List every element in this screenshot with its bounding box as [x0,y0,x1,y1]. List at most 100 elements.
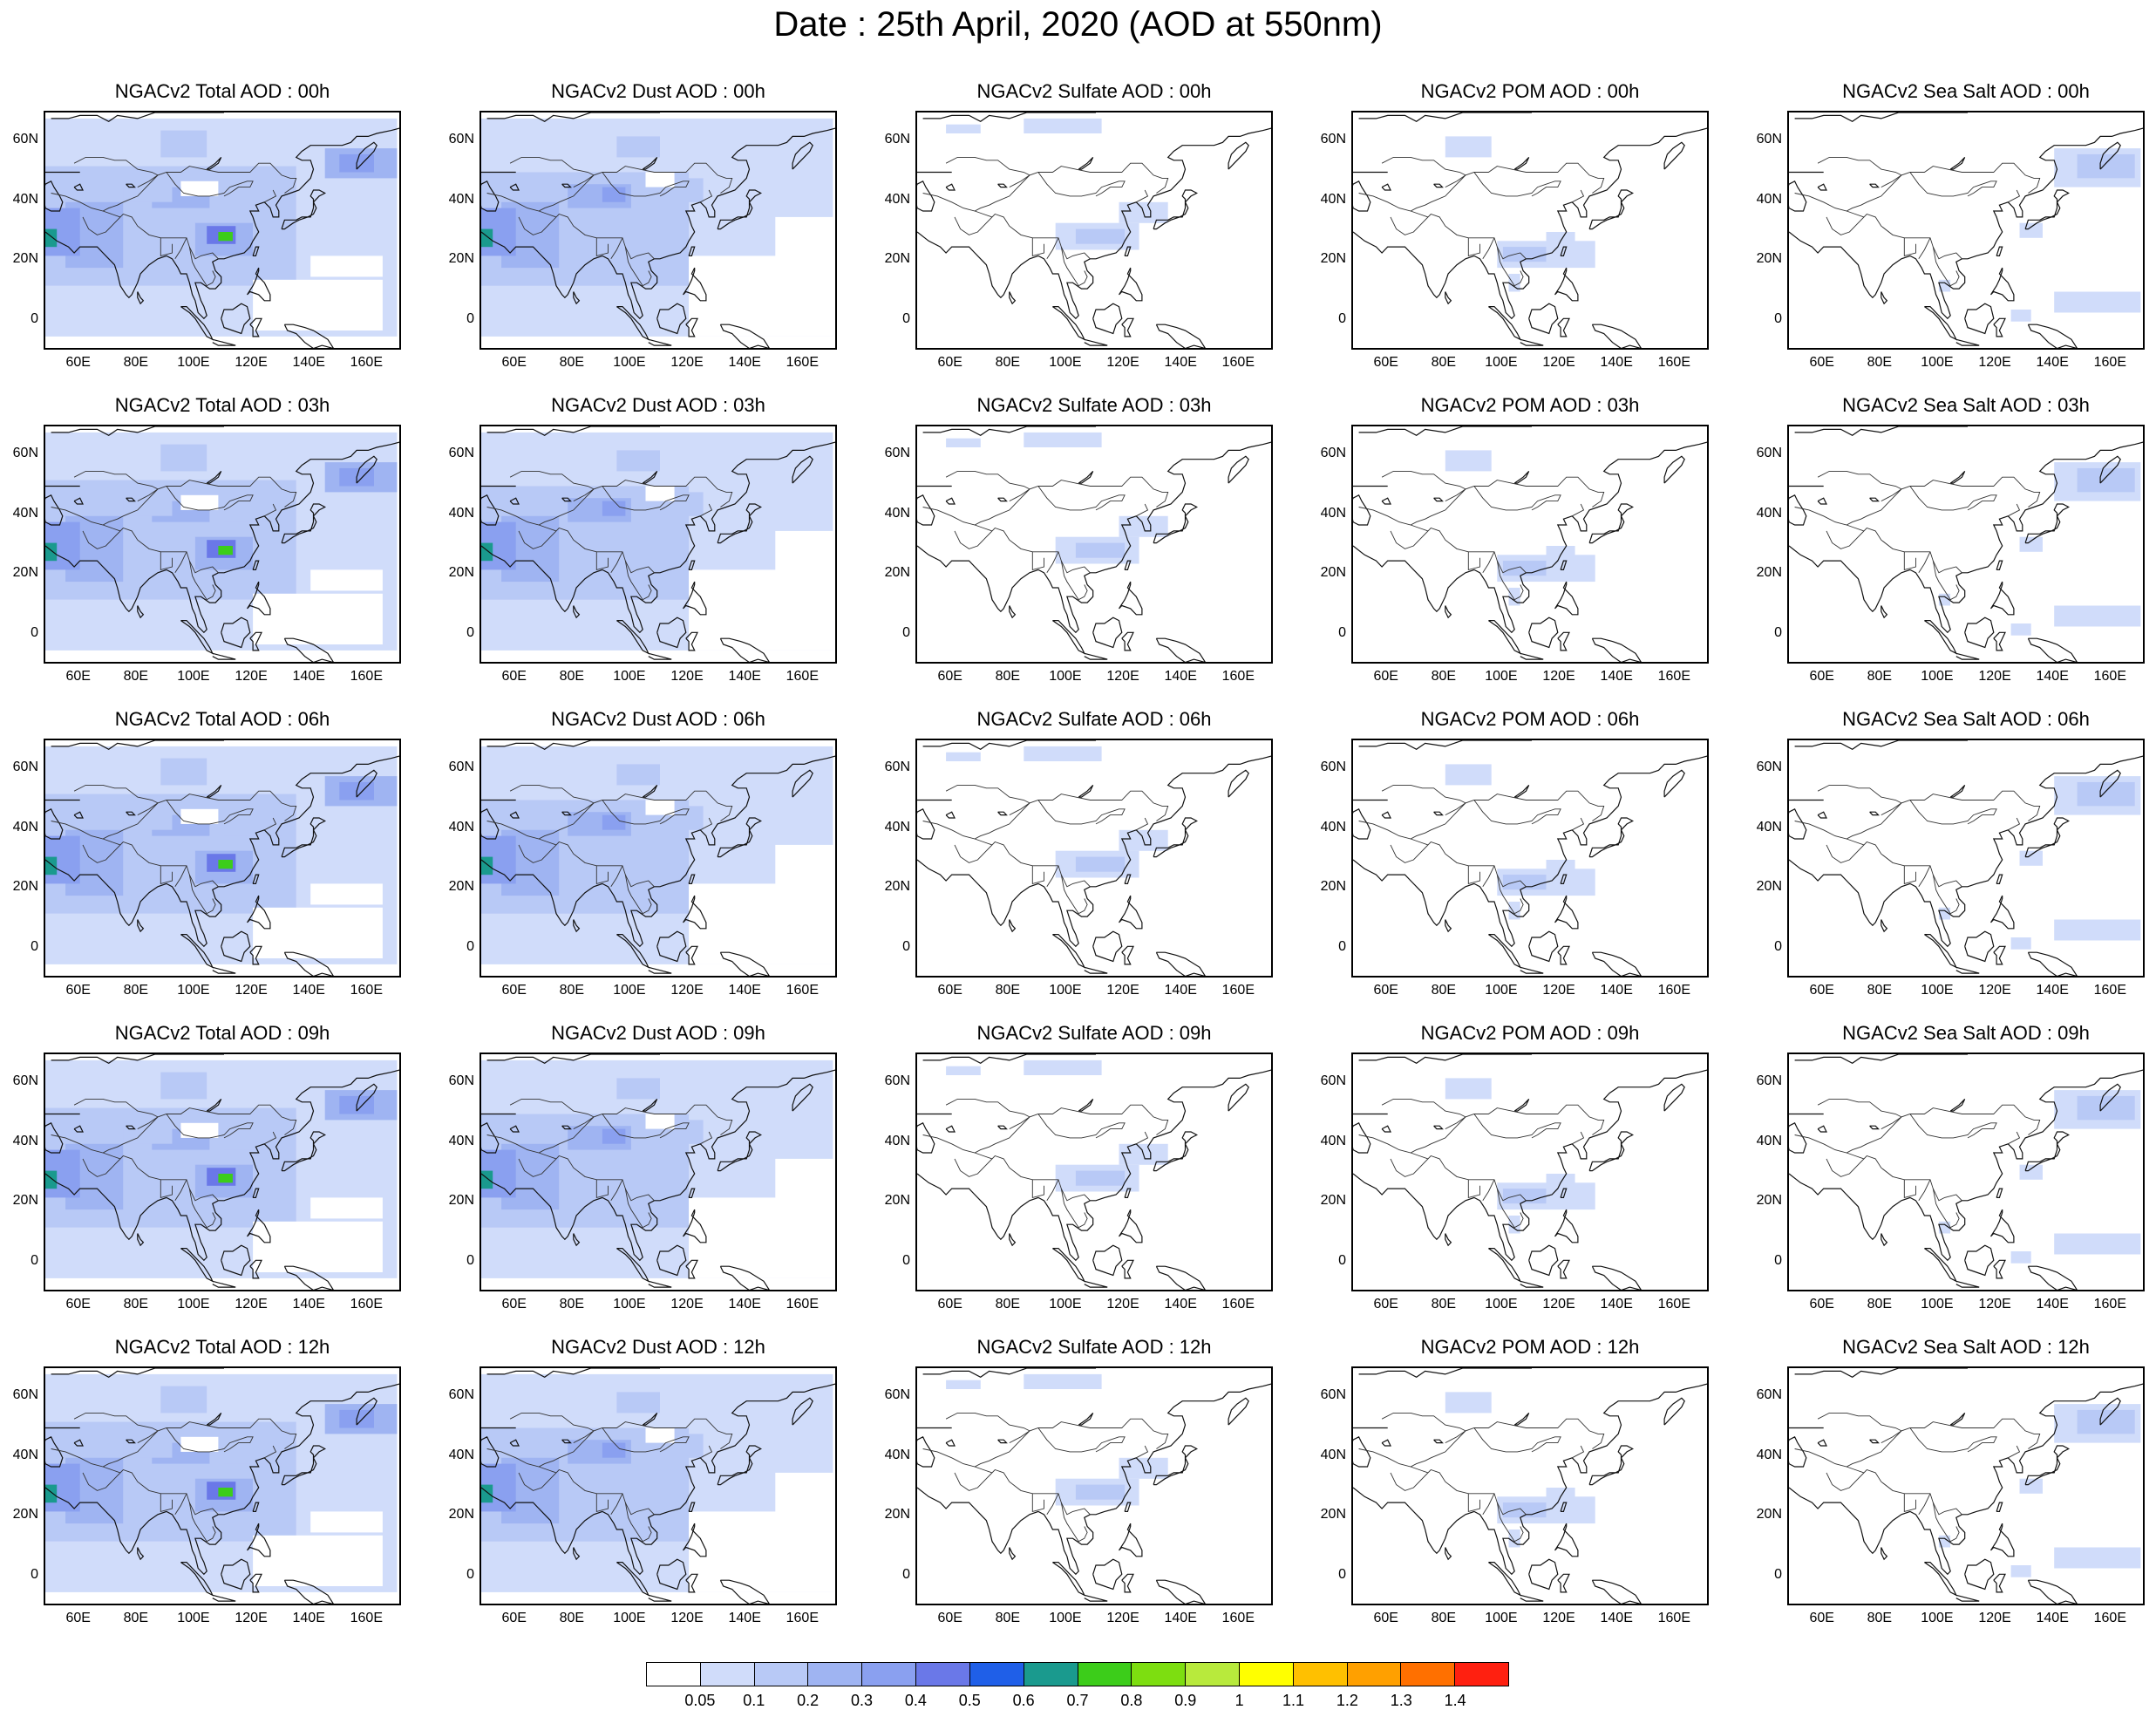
colorbar-label: 0.3 [850,1692,874,1709]
lat-tick-label: 0 [902,1566,910,1582]
panel-title: NGACv2 POM AOD : 03h [1420,394,1640,416]
lat-tick-label: 20N [1756,879,1782,895]
lon-tick-label: 120E [670,355,704,370]
lat-tick-label: 20N [12,565,38,581]
colorbar-swatch [1024,1663,1078,1686]
lon-tick-label: 80E [559,669,585,684]
panel-title: NGACv2 Dust AOD : 00h [551,80,765,102]
lon-tick-label: 80E [995,669,1021,684]
lon-tick-label: 120E [235,355,268,370]
panel-title: NGACv2 Total AOD : 12h [114,1336,330,1358]
lat-tick-label: 0 [1774,1566,1782,1582]
lat-tick-label: 0 [902,310,910,326]
colorbar-label: 0.1 [743,1692,765,1709]
lat-tick-label: 20N [1756,1193,1782,1209]
lon-tick-label: 160E [2093,1297,2126,1311]
colorbar-label: 0.2 [797,1692,820,1709]
panel-title: NGACv2 Dust AOD : 09h [551,1022,765,1044]
lat-tick-label: 40N [1320,505,1346,521]
lon-tick-label: 80E [995,983,1021,998]
lon-tick-label: 140E [1164,1297,1197,1311]
lon-tick-label: 80E [123,355,149,370]
lat-tick-label: 60N [1320,446,1346,461]
lon-tick-label: 140E [292,983,325,998]
colorbar-swatch [862,1663,917,1686]
lon-tick-label: 160E [350,355,383,370]
lat-tick-label: 60N [1320,1073,1346,1089]
lon-tick-label: 140E [1600,355,1633,370]
map-panel-dust [479,111,837,350]
lat-tick-label: 40N [884,819,910,835]
lat-tick-label: 40N [448,819,474,835]
lon-tick-label: 160E [1657,669,1690,684]
panel-title: NGACv2 Total AOD : 00h [114,80,330,102]
lon-tick-label: 160E [2093,1611,2126,1625]
lat-tick-label: 20N [1320,1507,1346,1523]
panel-title: NGACv2 POM AOD : 09h [1420,1022,1640,1044]
lon-tick-label: 120E [1978,355,2011,370]
map-panel-dust [479,1053,837,1291]
lon-tick-label: 60E [65,1297,91,1311]
lat-tick-label: 0 [1338,310,1346,326]
figure-title: Date : 25th April, 2020 (AOD at 550nm) [773,5,1383,44]
lat-tick-label: 40N [12,1447,38,1462]
lat-tick-label: 20N [1756,251,1782,267]
panel-title: NGACv2 Dust AOD : 12h [551,1336,765,1358]
lat-tick-label: 0 [1338,624,1346,640]
colorbar-swatch [700,1663,755,1686]
lat-tick-label: 20N [448,251,474,267]
lon-tick-label: 140E [1164,355,1197,370]
lon-tick-label: 100E [177,355,210,370]
lon-tick-label: 120E [1542,1297,1575,1311]
lon-tick-label: 120E [1542,1611,1575,1625]
lon-tick-label: 100E [613,669,646,684]
colorbar-label: 1.4 [1444,1692,1466,1709]
lat-tick-label: 40N [1756,1133,1782,1148]
lat-tick-label: 20N [448,565,474,581]
lat-tick-label: 60N [12,132,38,147]
lon-tick-label: 100E [1049,1297,1082,1311]
lon-tick-label: 100E [1485,1611,1518,1625]
map-panel-pom [1351,739,1709,978]
colorbar-label: 0.9 [1174,1692,1197,1709]
lon-tick-label: 60E [1373,355,1398,370]
colorbar-swatch [808,1663,863,1686]
panel-title: NGACv2 Sea Salt AOD : 03h [1842,394,2090,416]
lon-tick-label: 80E [1867,1297,1893,1311]
lat-tick-label: 40N [884,505,910,521]
lon-tick-label: 160E [786,1611,819,1625]
lon-tick-label: 160E [1657,1297,1690,1311]
panel-title: NGACv2 Sulfate AOD : 03h [976,394,1212,416]
lon-tick-label: 160E [786,983,819,998]
panel-title: NGACv2 Total AOD : 03h [114,394,330,416]
lat-tick-label: 60N [1756,1073,1782,1089]
lon-tick-label: 60E [501,669,527,684]
lon-tick-label: 100E [1921,983,1954,998]
colorbar-swatch [1132,1663,1187,1686]
lon-tick-label: 100E [1049,669,1082,684]
lon-tick-label: 100E [1049,983,1082,998]
lon-tick-label: 100E [1485,983,1518,998]
lat-tick-label: 0 [1774,310,1782,326]
lon-tick-label: 120E [1542,669,1575,684]
lat-tick-label: 40N [448,191,474,207]
lon-tick-label: 100E [1921,355,1954,370]
lon-tick-label: 140E [292,1611,325,1625]
panel-title: NGACv2 POM AOD : 06h [1420,708,1640,730]
lon-tick-label: 120E [1978,1611,2011,1625]
lon-tick-label: 60E [1809,355,1834,370]
lon-tick-label: 160E [786,669,819,684]
lon-tick-label: 140E [2036,983,2069,998]
lon-tick-label: 160E [1221,983,1255,998]
colorbar-swatch [647,1663,701,1686]
lon-tick-label: 120E [1978,1297,2011,1311]
colorbar-swatch [1078,1663,1132,1686]
lon-tick-label: 160E [1221,669,1255,684]
panel-title: NGACv2 Dust AOD : 03h [551,394,765,416]
panel-title: NGACv2 Sea Salt AOD : 00h [1842,80,2090,102]
lon-tick-label: 160E [786,355,819,370]
panel-title: NGACv2 Sulfate AOD : 12h [976,1336,1212,1358]
lat-tick-label: 40N [12,819,38,835]
lon-tick-label: 100E [177,983,210,998]
lon-tick-label: 140E [1600,1611,1633,1625]
